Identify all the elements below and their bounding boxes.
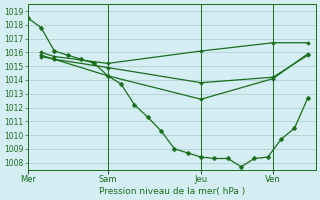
X-axis label: Pression niveau de la mer( hPa ): Pression niveau de la mer( hPa ) <box>99 187 245 196</box>
